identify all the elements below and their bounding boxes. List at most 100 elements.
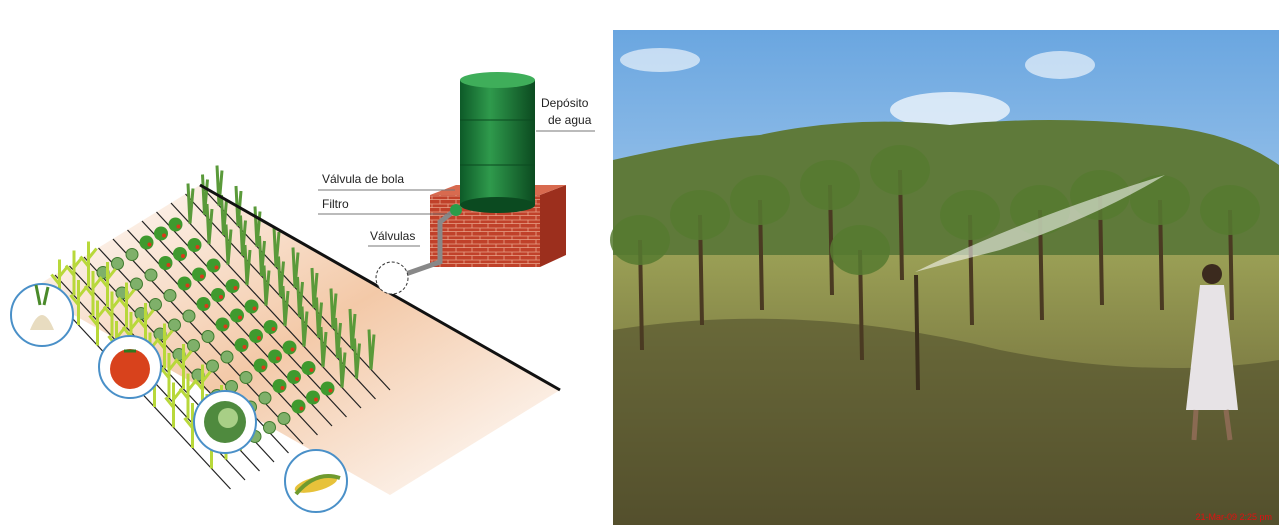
label: Válvulas <box>370 229 415 243</box>
onion-plant <box>201 174 209 215</box>
cabbage-plant <box>130 277 143 291</box>
cabbage-plant <box>239 371 253 384</box>
onion-plant <box>239 215 247 256</box>
tree-crown <box>800 160 860 210</box>
soil <box>613 318 1279 525</box>
tomato-fruit <box>162 233 166 238</box>
cabbage-plant <box>220 350 234 364</box>
tomato-fruit <box>276 356 280 361</box>
tomato-plant <box>206 258 221 273</box>
onion-plant <box>367 329 376 370</box>
tomato-fruit <box>195 245 200 249</box>
tomato-plant <box>320 381 335 396</box>
brick-side <box>540 185 566 267</box>
tank-bottom <box>460 197 535 213</box>
tomato-plant <box>268 349 282 364</box>
timestamp: 21-Mar-09 2:25 pm <box>1195 512 1272 522</box>
tomato-plant <box>211 288 225 302</box>
tree-crown <box>670 190 730 240</box>
corn-plant <box>164 382 183 428</box>
onion-plant <box>262 265 271 306</box>
cabbage-plant <box>187 339 200 352</box>
tomato-plant <box>230 308 244 323</box>
tomato-fruit <box>166 263 171 267</box>
onion-plant <box>224 224 233 265</box>
trees <box>610 145 1260 361</box>
cabbage-plant <box>144 268 158 282</box>
field-photo: 21-Mar-09 2:25 pm <box>610 30 1279 525</box>
tank <box>460 80 535 205</box>
onion-plant <box>319 326 328 368</box>
tomato-fruit <box>309 368 314 372</box>
cabbage-plant <box>263 421 276 434</box>
tree-crown <box>610 215 670 265</box>
drip-diagram: Depósito de agua Válvula de bola Filtro … <box>10 72 595 513</box>
crop-rows <box>40 165 391 490</box>
ball-valve <box>450 204 462 216</box>
cabbage-plant <box>206 359 219 373</box>
cabbage-icon <box>193 390 257 454</box>
tomato-icon <box>98 335 162 399</box>
person <box>1186 264 1238 441</box>
tomato-fruit <box>280 386 285 390</box>
tomato-plant <box>291 399 306 414</box>
label: de agua <box>548 113 592 127</box>
cabbage-plant <box>168 318 181 332</box>
label: Depósito <box>541 96 589 110</box>
tomato-plant <box>196 297 211 311</box>
tree-crown <box>730 175 790 225</box>
tomato-plant <box>249 329 263 343</box>
tomato-fruit <box>176 224 181 229</box>
tomato-plant <box>187 238 202 252</box>
cabbage-plant <box>111 257 124 270</box>
onion-plant <box>348 308 357 350</box>
cabbage-plant <box>258 391 272 405</box>
tomato-plant <box>215 317 230 332</box>
tomato-plant <box>139 235 154 250</box>
cabbage-plant <box>277 412 291 425</box>
onion-plant <box>329 288 338 329</box>
tomato-plant <box>272 379 287 393</box>
tree-crown <box>830 225 890 275</box>
onion-plant <box>205 203 214 245</box>
onion-icon <box>10 283 74 347</box>
tomato-fruit <box>238 315 242 320</box>
tomato-plant <box>253 358 268 373</box>
tomato-fruit <box>314 397 318 402</box>
cloud <box>890 92 1010 128</box>
tomato-plant <box>306 390 320 405</box>
tomato-plant <box>234 338 249 352</box>
onion-plant <box>243 244 252 286</box>
tree-crown <box>870 145 930 195</box>
label: Filtro <box>322 197 349 211</box>
tomato-plant <box>244 299 259 314</box>
tomato-fruit <box>242 345 247 349</box>
tomato-fruit <box>204 304 209 308</box>
tomato-plant <box>287 370 301 384</box>
tomato-plant <box>263 320 278 334</box>
tank-top <box>460 72 535 88</box>
sprinkler-post <box>914 274 920 391</box>
tomato-fruit <box>147 242 152 247</box>
tomato-plant <box>173 247 187 261</box>
cloud <box>620 48 700 72</box>
cabbage-plant <box>125 248 139 261</box>
tomato-fruit <box>295 377 299 381</box>
cabbage-plant <box>201 330 215 343</box>
onion-plant <box>353 338 361 379</box>
corn-icon <box>284 449 348 513</box>
tomato-plant <box>158 256 173 270</box>
tomato-fruit <box>290 347 295 352</box>
tomato-plant <box>225 279 240 293</box>
cloud <box>1025 51 1095 79</box>
onion-plant <box>291 247 300 288</box>
tomato-fruit <box>252 306 257 311</box>
cabbage-plant <box>149 298 162 311</box>
tomato-fruit <box>328 388 333 393</box>
onion-plant <box>281 285 290 327</box>
corn-plant <box>69 280 88 325</box>
onion-plant <box>296 276 304 318</box>
onion-plant <box>300 306 309 347</box>
onion-plant <box>315 297 323 338</box>
